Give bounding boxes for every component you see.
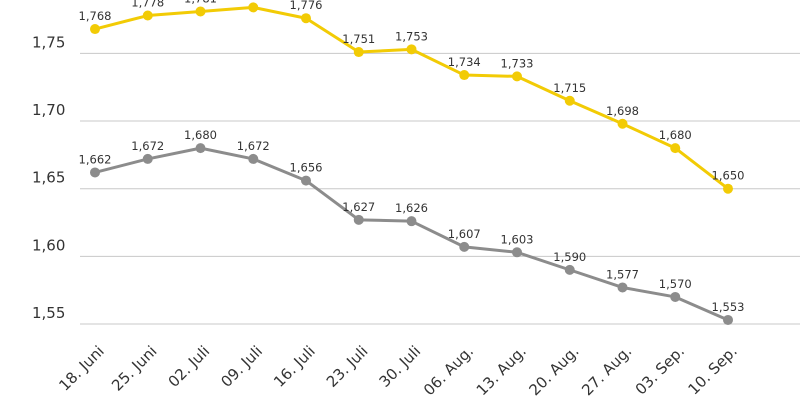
data-label: 1,715	[553, 81, 586, 95]
data-point	[459, 70, 470, 81]
data-label: 1,751	[342, 32, 375, 46]
data-point	[512, 71, 522, 82]
data-point	[617, 282, 628, 293]
data-label: 1,603	[501, 232, 534, 246]
data-point	[670, 291, 681, 302]
data-point	[301, 175, 311, 186]
grid-lines	[80, 52, 800, 325]
series-line-2	[93, 146, 730, 322]
data-label: 1,784	[237, 0, 270, 1]
data-label: 1,553	[712, 300, 745, 314]
x-tick-label: 09. Juli	[217, 342, 266, 391]
x-axis-ticks: 18. Juni 25. Juni 02. Juli 09. Juli 16. Juli…	[55, 342, 740, 399]
x-tick-label: 20. Aug.	[526, 342, 583, 399]
data-label: 1,753	[395, 29, 428, 43]
data-point	[459, 241, 470, 252]
data-label: 1,672	[131, 139, 164, 153]
x-tick-label: 30. Juli	[376, 342, 425, 391]
data-label: 1,672	[237, 139, 270, 153]
data-label: 1,734	[448, 55, 481, 69]
data-label: 1,680	[184, 128, 217, 142]
data-point	[723, 183, 733, 194]
data-point	[195, 143, 206, 154]
data-label: 1,650	[712, 169, 745, 183]
data-label: 1,590	[553, 250, 586, 264]
data-point	[90, 167, 100, 178]
data-point	[142, 153, 153, 164]
x-tick-label: 27. Aug.	[578, 342, 635, 399]
data-point	[195, 6, 206, 17]
data-label: 1,778	[131, 0, 164, 10]
y-tick-label: 1,55	[32, 304, 65, 322]
data-point	[670, 143, 681, 154]
data-point	[564, 264, 575, 275]
y-axis-ticks: 1,55 1,60 1,65 1,70 1,75	[32, 33, 65, 322]
data-point	[142, 10, 153, 21]
data-label: 1,577	[606, 267, 639, 281]
data-label: 1,626	[395, 201, 428, 215]
x-tick-label: 02. Juli	[165, 342, 214, 391]
data-label: 1,570	[659, 277, 692, 291]
data-point	[301, 13, 311, 24]
data-point	[617, 118, 628, 129]
x-tick-label: 18. Juni	[55, 342, 107, 394]
data-labels: 1,768 1,778 1,781 1,784 1,776 1,751 1,753 1,734…	[79, 0, 745, 314]
x-tick-label: 10. Sep.	[684, 342, 740, 398]
data-label: 1,698	[606, 104, 639, 118]
data-label: 1,776	[290, 0, 323, 12]
data-point	[353, 214, 364, 225]
x-tick-label: 23. Juli	[323, 342, 372, 391]
series-lines	[90, 2, 733, 325]
data-point	[723, 314, 733, 325]
x-tick-label: 16. Juli	[270, 342, 319, 391]
x-tick-label: 25. Juni	[108, 342, 160, 394]
data-point	[90, 24, 100, 35]
y-tick-label: 1,75	[32, 33, 65, 51]
data-point	[248, 153, 259, 164]
data-label: 1,607	[448, 227, 481, 241]
data-label: 1,768	[79, 9, 112, 23]
data-point	[248, 2, 259, 13]
data-label: 1,733	[501, 56, 534, 70]
data-label: 1,680	[659, 128, 692, 142]
data-point	[406, 216, 417, 227]
x-tick-label: 03. Sep.	[632, 342, 688, 398]
y-tick-label: 1,60	[32, 236, 65, 254]
y-tick-label: 1,65	[32, 169, 65, 187]
data-point	[564, 95, 575, 106]
x-tick-label: 06. Aug.	[420, 342, 477, 399]
data-label: 1,656	[290, 161, 323, 175]
x-tick-label: 13. Aug.	[473, 342, 530, 399]
y-tick-label: 1,70	[32, 101, 65, 119]
data-point	[512, 247, 522, 258]
data-label: 1,781	[184, 0, 217, 5]
data-label: 1,627	[342, 200, 375, 214]
data-label: 1,662	[79, 152, 112, 166]
data-point	[353, 47, 364, 58]
data-point	[406, 44, 417, 55]
